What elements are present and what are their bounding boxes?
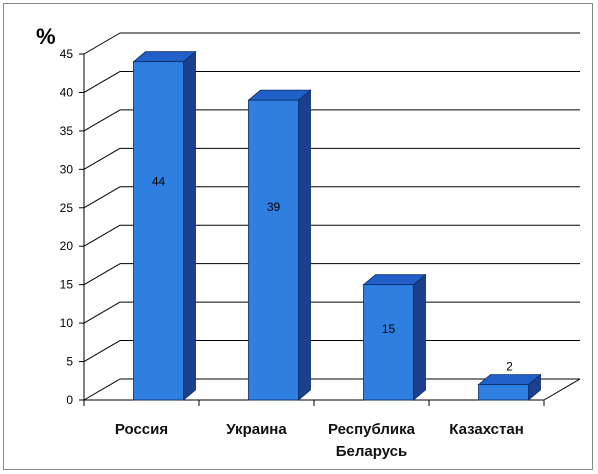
bar-side (183, 50, 196, 401)
y-tick-label: 15 (60, 278, 74, 292)
grid-diagonal (83, 147, 121, 170)
floor-edge (543, 378, 581, 401)
data-label: 44 (152, 175, 166, 189)
y-tick-label: 0 (66, 393, 73, 407)
grid-diagonal (83, 378, 121, 401)
y-tick-label: 35 (60, 124, 74, 138)
data-label: 15 (382, 322, 396, 336)
x-category-label: Украина (226, 421, 287, 438)
grid-diagonal (83, 224, 121, 247)
gridlines (83, 32, 580, 401)
y-axis-unit-label: % (36, 24, 56, 49)
grid-diagonal (83, 71, 121, 93)
bar-front (248, 99, 299, 401)
y-tick-label: 10 (60, 316, 74, 330)
grid-diagonal (83, 301, 121, 324)
y-tick-label: 25 (60, 201, 74, 215)
y-tick-label: 45 (60, 47, 74, 61)
bar-3 (362, 273, 427, 401)
grid-diagonal (83, 263, 121, 286)
x-category-label: Казахстан (449, 421, 524, 438)
grid-diagonal (83, 32, 121, 55)
bar-1 (132, 50, 197, 401)
y-tick-label: 20 (60, 239, 74, 253)
bar-front (133, 61, 184, 401)
bar-side (413, 273, 426, 401)
grid-diagonal (83, 340, 121, 362)
x-category-label: Россия (115, 421, 168, 438)
data-label: 39 (267, 200, 281, 214)
bar-front (478, 384, 529, 401)
bar-side (298, 89, 311, 401)
bar-4 (477, 373, 542, 401)
x-category-label: Беларусь (336, 443, 408, 460)
grid-diagonal (83, 109, 121, 132)
data-label: 2 (506, 360, 513, 374)
y-tick-label: 30 (60, 162, 74, 176)
bars (132, 50, 542, 401)
grid-diagonal (83, 186, 121, 209)
bar-2 (247, 89, 312, 401)
bar-front (363, 284, 414, 401)
x-category-label: Республика (328, 421, 416, 438)
y-tick-label: 40 (60, 85, 74, 99)
labels: 44 Россия 39 Украина 15 Республика Беларусь 2 Ка… (115, 175, 524, 460)
y-tick-label: 5 (66, 355, 73, 369)
